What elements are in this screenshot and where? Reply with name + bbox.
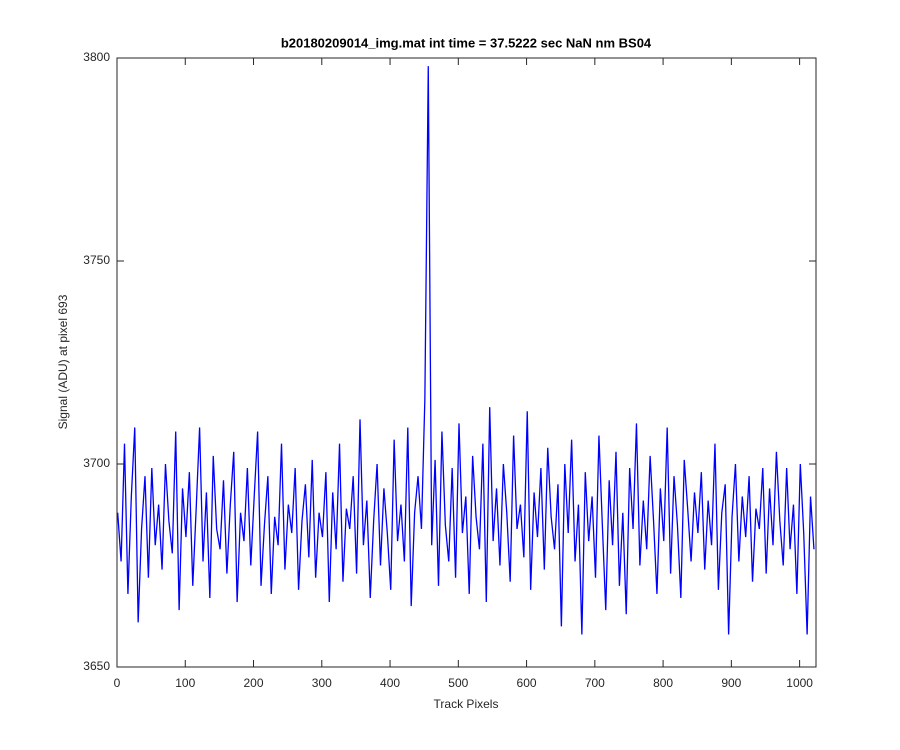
x-tick-label: 100 [175, 676, 195, 690]
x-tick-label: 900 [721, 676, 741, 690]
y-axis-label: Signal (ADU) at pixel 693 [56, 294, 70, 429]
x-tick-label: 1000 [786, 676, 813, 690]
x-axis-label: Track Pixels [434, 697, 499, 711]
x-tick-label: 400 [380, 676, 400, 690]
x-tick-label: 800 [653, 676, 673, 690]
x-tick-label: 600 [517, 676, 537, 690]
x-tick-label: 0 [114, 676, 121, 690]
data-line [117, 66, 815, 635]
y-tick-label: 3800 [83, 50, 110, 64]
x-tick-label: 500 [448, 676, 468, 690]
x-tick-label: 700 [585, 676, 605, 690]
axes-box [116, 57, 817, 668]
x-tick-label: 300 [312, 676, 332, 690]
y-tick-label: 3650 [83, 659, 110, 673]
chart-title: b20180209014_img.mat int time = 37.5222 … [281, 35, 652, 50]
y-tick-label: 3750 [83, 253, 110, 267]
x-tick-label: 200 [244, 676, 264, 690]
y-tick-label: 3700 [83, 456, 110, 470]
